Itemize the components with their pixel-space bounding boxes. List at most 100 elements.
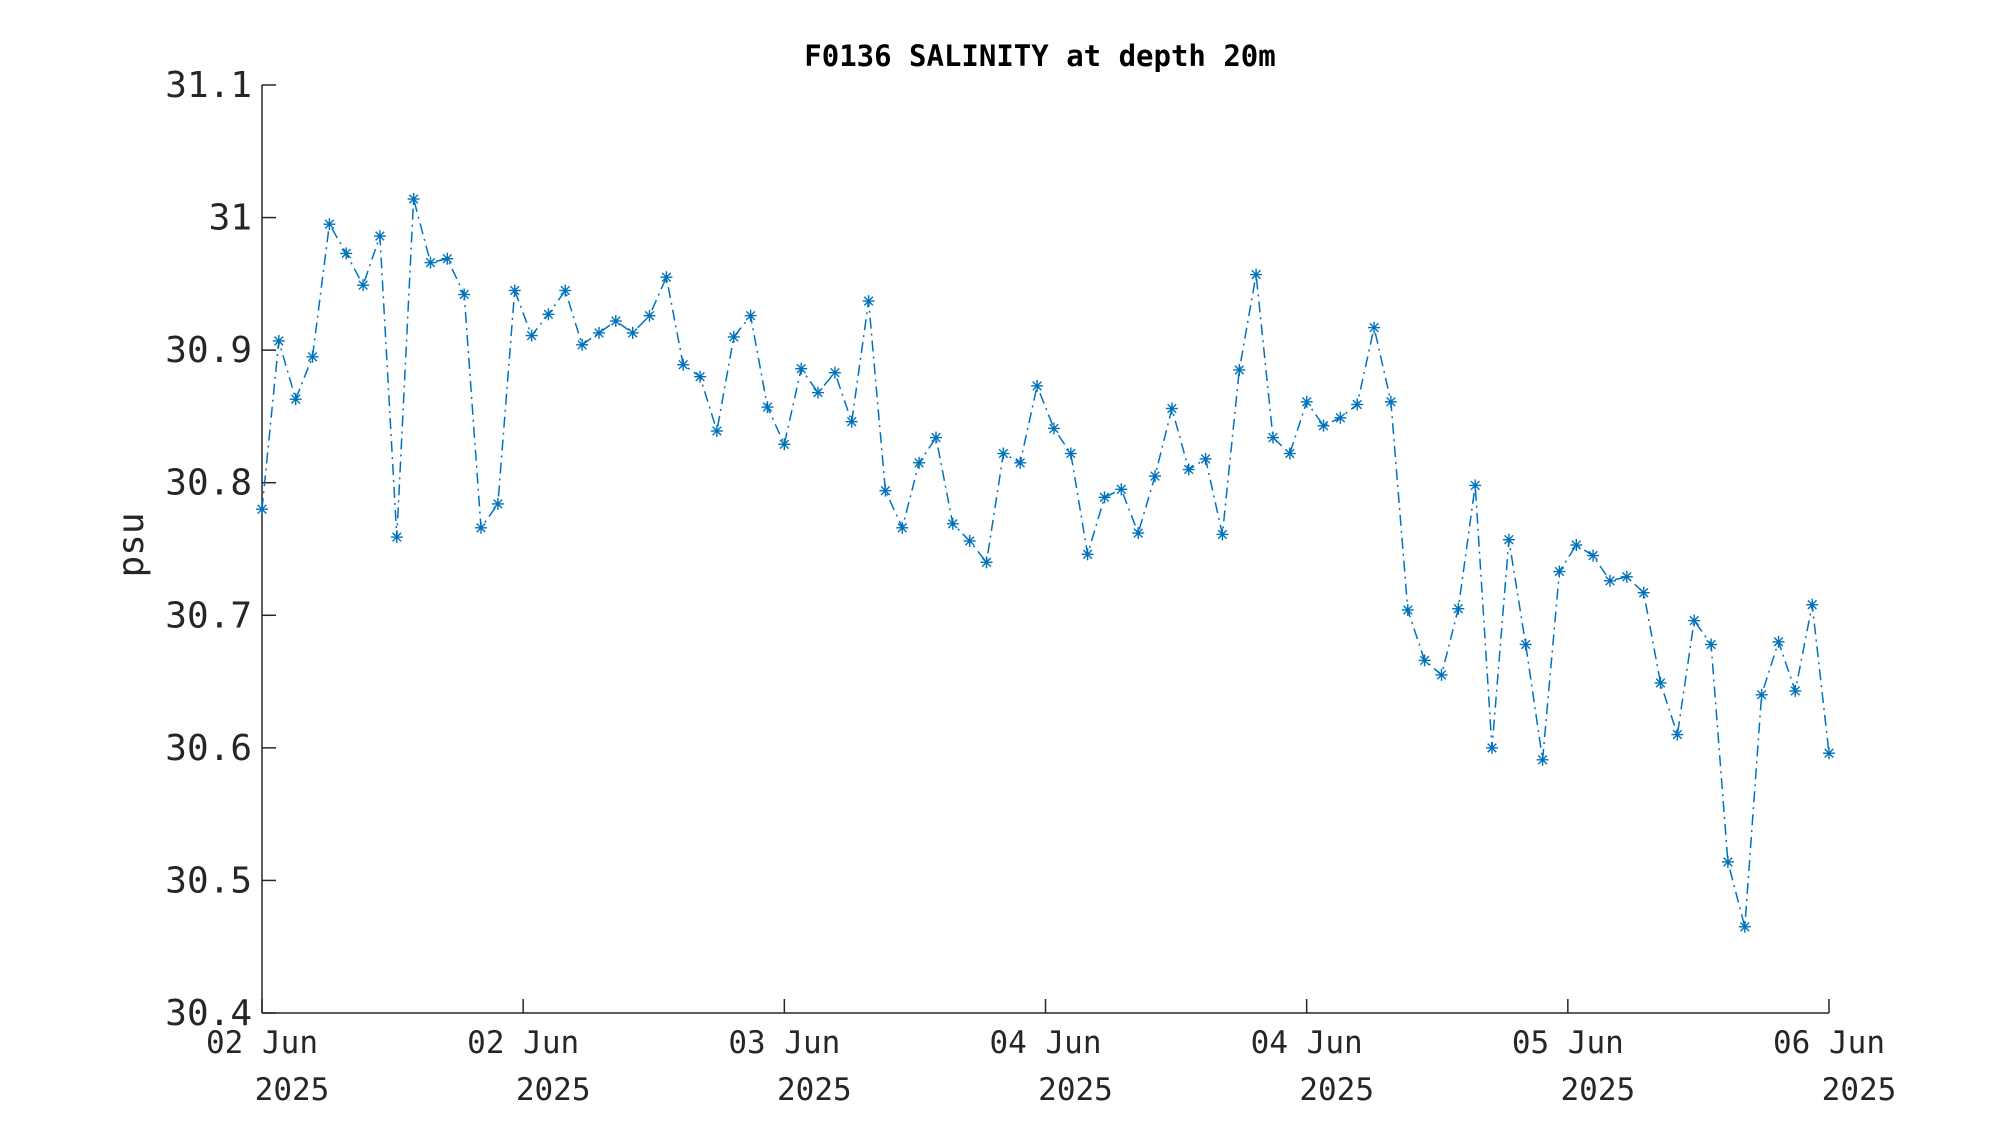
data-point — [1216, 528, 1229, 541]
data-point-stroke — [493, 499, 503, 509]
data-point — [1182, 463, 1195, 476]
data-point — [491, 497, 504, 510]
data-point — [340, 247, 353, 260]
data-point — [609, 315, 622, 327]
data-point-stroke — [307, 352, 318, 362]
x-tick-label-year: 2025 — [1822, 1072, 1897, 1108]
x-tick-label-year: 2025 — [516, 1072, 591, 1108]
data-point-stroke — [661, 272, 672, 282]
x-tick-label-year: 2025 — [1038, 1072, 1113, 1108]
data-point — [1604, 574, 1616, 587]
data-point-stroke — [627, 328, 638, 338]
x-tick-label-year: 2025 — [1299, 1072, 1374, 1108]
data-point-stroke — [611, 316, 621, 326]
data-point-stroke — [392, 532, 402, 542]
data-point-stroke — [1773, 637, 1784, 647]
data-point — [1721, 855, 1734, 868]
data-point-stroke — [779, 439, 790, 450]
data-point — [390, 531, 403, 544]
data-point — [963, 535, 976, 547]
data-point — [1469, 479, 1482, 492]
data-point — [357, 279, 370, 292]
data-point — [744, 309, 757, 322]
data-point-stroke — [1504, 534, 1514, 545]
data-point-stroke — [1537, 755, 1548, 765]
data-point-stroke — [880, 485, 891, 496]
data-point — [1233, 364, 1246, 376]
data-point — [1317, 419, 1330, 432]
data-point — [475, 521, 487, 534]
data-point-stroke — [695, 371, 705, 382]
data-point-stroke — [1352, 399, 1362, 410]
data-point-stroke — [1217, 529, 1228, 540]
data-point — [441, 252, 454, 265]
data-point — [542, 308, 555, 321]
x-tick-label: 03 Jun — [728, 1025, 840, 1061]
data-point — [1637, 586, 1650, 599]
data-point-stroke — [526, 330, 537, 341]
data-point-stroke — [998, 448, 1009, 459]
data-point — [1587, 549, 1600, 562]
data-point — [508, 284, 521, 297]
data-point-stroke — [931, 432, 941, 443]
data-point — [373, 230, 386, 243]
data-point — [913, 456, 926, 469]
data-point-stroke — [1335, 413, 1346, 423]
data-point — [1064, 447, 1077, 460]
data-point-stroke — [712, 426, 722, 436]
data-point — [256, 503, 268, 516]
data-point-stroke — [830, 367, 840, 378]
series-line — [261, 198, 1830, 927]
data-point — [694, 370, 707, 383]
data-point-stroke — [1032, 381, 1042, 391]
data-point-stroke — [1571, 540, 1582, 550]
data-point — [930, 431, 942, 444]
data-point-stroke — [358, 280, 368, 290]
data-point — [407, 193, 420, 205]
data-point — [1384, 395, 1397, 408]
data-point — [997, 447, 1010, 460]
data-point-stroke — [274, 336, 284, 346]
data-point-stroke — [1082, 549, 1093, 560]
y-axis-label: psu — [111, 512, 152, 577]
data-point — [626, 326, 639, 339]
y-tick-label: 30.5 — [165, 860, 252, 901]
x-tick-label-year: 2025 — [255, 1072, 330, 1108]
data-point-stroke — [1066, 448, 1076, 459]
data-point — [845, 415, 858, 428]
data-point-stroke — [729, 332, 739, 342]
data-point-stroke — [577, 340, 587, 350]
data-point — [1401, 604, 1414, 616]
data-point-stroke — [846, 416, 857, 427]
data-point — [1132, 527, 1145, 540]
data-point — [660, 271, 673, 284]
data-point — [1418, 654, 1431, 667]
data-point-stroke — [897, 523, 908, 533]
data-point-stroke — [1200, 454, 1211, 464]
data-point — [576, 338, 589, 351]
x-tick-label-year: 2025 — [777, 1072, 852, 1108]
data-point-stroke — [1706, 639, 1716, 650]
data-point — [1502, 533, 1515, 546]
data-point-stroke — [1183, 464, 1194, 475]
data-point-stroke — [1638, 587, 1649, 598]
data-point — [1570, 539, 1583, 551]
y-tick-label: 30.7 — [165, 595, 252, 636]
y-tick-label: 30.6 — [165, 728, 252, 769]
data-point-stroke — [1251, 269, 1261, 280]
data-point-stroke — [644, 310, 655, 321]
data-point-stroke — [981, 557, 992, 568]
x-tick-label: 05 Jun — [1512, 1025, 1624, 1061]
data-point-stroke — [1453, 603, 1464, 614]
data-point-stroke — [1655, 678, 1666, 688]
data-point-stroke — [442, 253, 453, 264]
data-point — [795, 362, 808, 375]
data-point-stroke — [1672, 729, 1683, 740]
data-point-stroke — [1689, 615, 1699, 626]
data-point — [677, 358, 690, 371]
data-point — [458, 288, 471, 301]
axes: 30.4 30.5 30.6 30.7 30.8 30.9 31 31.1 02 Jun 2025… — [165, 65, 1896, 1108]
y-tick-label: 31 — [209, 198, 252, 239]
data-point — [710, 425, 723, 437]
